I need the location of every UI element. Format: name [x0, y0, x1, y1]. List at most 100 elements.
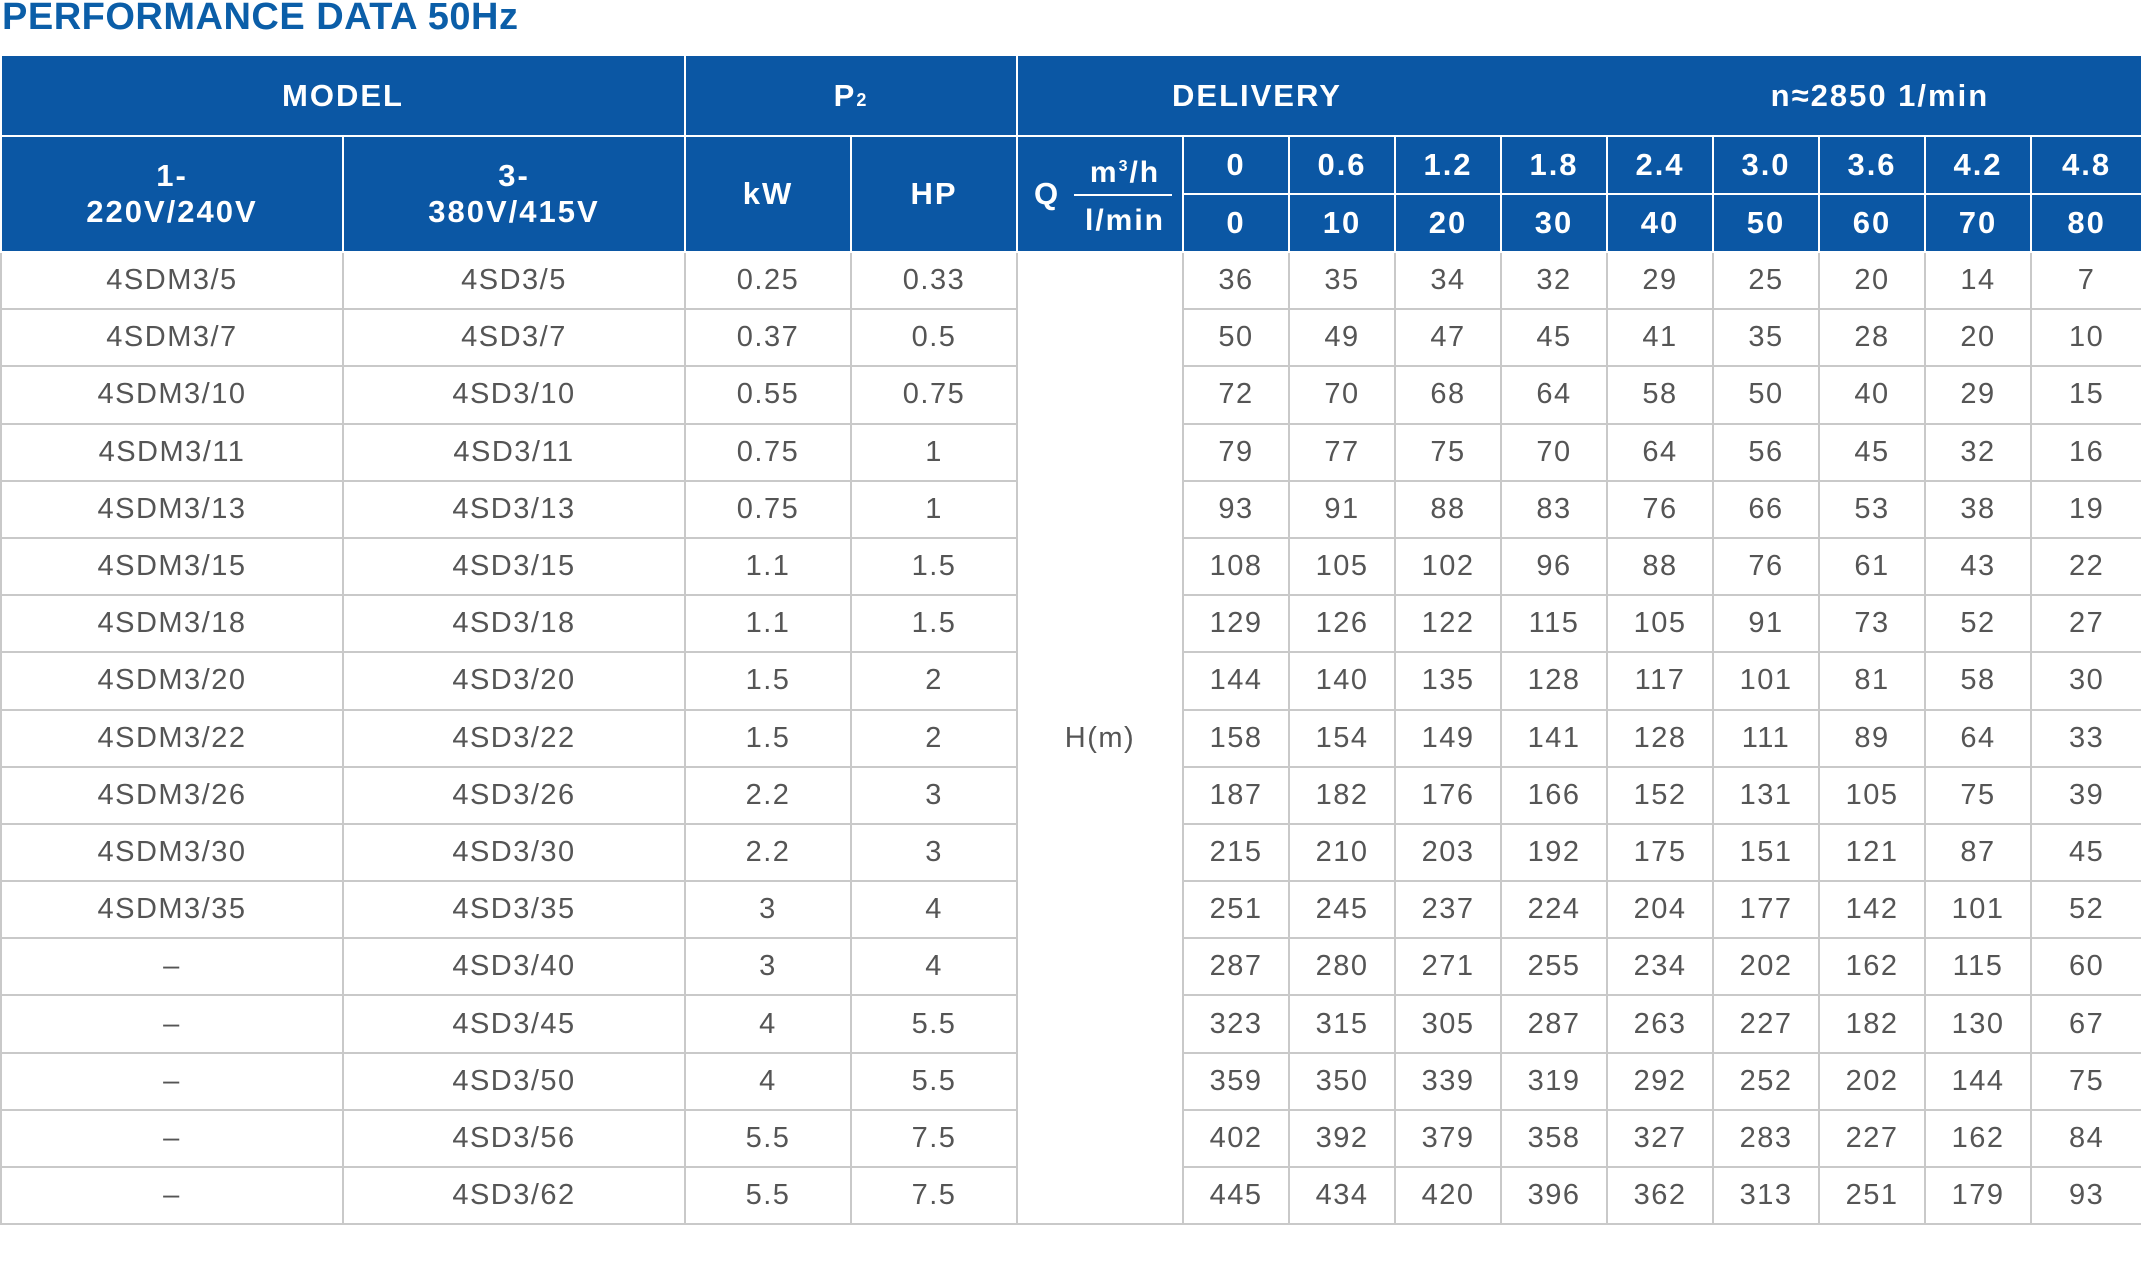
table-row: 4SDM3/20 4SD3/20 1.5 2 144 140 135 128 117 101 81 5… [0, 651, 2141, 711]
head-value: 187 [1182, 765, 1291, 825]
head-value: 313 [1712, 1165, 1821, 1226]
head-value: 224 [1500, 880, 1609, 940]
head-value: 149 [1394, 708, 1503, 768]
header-kw: kW [684, 135, 852, 253]
head-value: 35 [1288, 250, 1397, 311]
flow-lmin: 20 [1394, 193, 1503, 253]
head-value: 64 [1500, 365, 1609, 425]
head-value: 91 [1712, 594, 1821, 654]
head-value: 237 [1394, 880, 1503, 940]
q-letter: Q [1034, 176, 1061, 211]
power-hp: 2 [849, 708, 1019, 768]
power-hp: 7.5 [849, 1108, 1019, 1169]
head-value: 15 [2030, 365, 2141, 425]
head-value: 182 [1818, 994, 1927, 1054]
head-value: 76 [1606, 479, 1715, 539]
flow-m3h: 3.6 [1818, 135, 1927, 195]
power-kw: 1.1 [684, 536, 852, 597]
head-value: 122 [1394, 594, 1503, 654]
head-value: 445 [1182, 1165, 1291, 1226]
head-value: 88 [1606, 536, 1715, 597]
model-three-phase: 4SD3/40 [342, 937, 686, 997]
head-value: 14 [1924, 250, 2033, 311]
head-value: 192 [1500, 822, 1609, 883]
head-value: 30 [2030, 651, 2141, 711]
head-value: 292 [1606, 1051, 1715, 1111]
head-value: 175 [1606, 822, 1715, 883]
delivery-label: DELIVERY [1172, 77, 1342, 113]
flow-lmin: 0 [1182, 193, 1291, 253]
head-value: 176 [1394, 765, 1503, 825]
table-row: 4SDM3/15 4SD3/15 1.1 1.5 108 105 102 96 88 76 61 43… [0, 536, 2141, 597]
head-value: 28 [1818, 308, 1927, 368]
model-single-phase: 4SDM3/11 [0, 422, 344, 482]
flow-lmin: 40 [1606, 193, 1715, 253]
power-hp: 1 [849, 422, 1019, 482]
model-three-phase: 4SD3/26 [342, 765, 686, 825]
head-value: 102 [1394, 536, 1503, 597]
model-three-phase: 4SD3/45 [342, 994, 686, 1054]
head-value: 39 [2030, 765, 2141, 825]
power-hp: 2 [849, 651, 1019, 711]
power-kw: 0.75 [684, 479, 852, 539]
head-value: 60 [2030, 937, 2141, 997]
head-value: 101 [1924, 880, 2033, 940]
table-row: –4SD3/40 3 4 287 280 271 255 234 202 162 115 60 [0, 937, 2141, 997]
model-single-phase: 4SDM3/7 [0, 308, 344, 368]
head-value: 227 [1818, 1108, 1927, 1169]
head-value: 283 [1712, 1108, 1821, 1169]
model-three-phase: 4SD3/15 [342, 536, 686, 597]
head-value: 75 [1924, 765, 2033, 825]
head-value: 36 [1182, 250, 1291, 311]
head-value: 49 [1288, 308, 1397, 368]
unit-m3h: m3/h [1089, 156, 1161, 189]
unit-lmin: l/min [1085, 204, 1166, 237]
flow-m3h: 0 [1182, 135, 1291, 195]
head-value: 227 [1712, 994, 1821, 1054]
head-value: 79 [1182, 422, 1291, 482]
head-value: 126 [1288, 594, 1397, 654]
head-value: 93 [2030, 1165, 2141, 1226]
head-value: 182 [1288, 765, 1397, 825]
head-value: 129 [1182, 594, 1291, 654]
head-value: 56 [1712, 422, 1821, 482]
head-value: 255 [1500, 937, 1609, 997]
flow-m3h: 4.8 [2030, 135, 2141, 195]
head-value: 45 [1500, 308, 1609, 368]
model-single-phase: 4SDM3/5 [0, 250, 344, 311]
power-kw: 1.5 [684, 708, 852, 768]
head-value: 58 [1924, 651, 2033, 711]
head-value: 29 [1606, 250, 1715, 311]
head-value: 64 [1924, 708, 2033, 768]
table-row: 4SDM3/13 4SD3/13 0.75 1 93 91 88 83 76 66 53 38 19 [0, 479, 2141, 539]
model-single-phase: 4SDM3/10 [0, 365, 344, 425]
power-kw: 2.2 [684, 765, 852, 825]
model-three-phase: 4SD3/7 [342, 308, 686, 368]
head-value: 10 [2030, 308, 2141, 368]
model-single-phase: – [0, 994, 344, 1054]
head-value: 350 [1288, 1051, 1397, 1111]
head-value: 251 [1818, 1165, 1927, 1226]
power-hp: 7.5 [849, 1165, 1019, 1226]
power-kw: 4 [684, 994, 852, 1054]
head-value: 141 [1500, 708, 1609, 768]
head-value: 152 [1606, 765, 1715, 825]
power-hp: 0.5 [849, 308, 1019, 368]
flow-m3h: 2.4 [1606, 135, 1715, 195]
table-row: 4SDM3/35 4SD3/35 3 4 251 245 237 224 204 177 142 10… [0, 880, 2141, 940]
head-value: 392 [1288, 1108, 1397, 1169]
power-kw: 4 [684, 1051, 852, 1111]
head-value: 93 [1182, 479, 1291, 539]
head-value: 105 [1818, 765, 1927, 825]
head-value: 64 [1606, 422, 1715, 482]
head-value: 67 [2030, 994, 2141, 1054]
model-three-phase: 4SD3/22 [342, 708, 686, 768]
head-value: 358 [1500, 1108, 1609, 1169]
flow-m3h: 1.2 [1394, 135, 1503, 195]
power-hp: 0.33 [849, 250, 1019, 311]
head-value: 70 [1500, 422, 1609, 482]
p2-main: P [833, 77, 857, 113]
power-kw: 3 [684, 880, 852, 940]
head-value: 91 [1288, 479, 1397, 539]
table-row: 4SDM3/11 4SD3/11 0.75 1 79 77 75 70 64 56 45 32 16 [0, 422, 2141, 482]
